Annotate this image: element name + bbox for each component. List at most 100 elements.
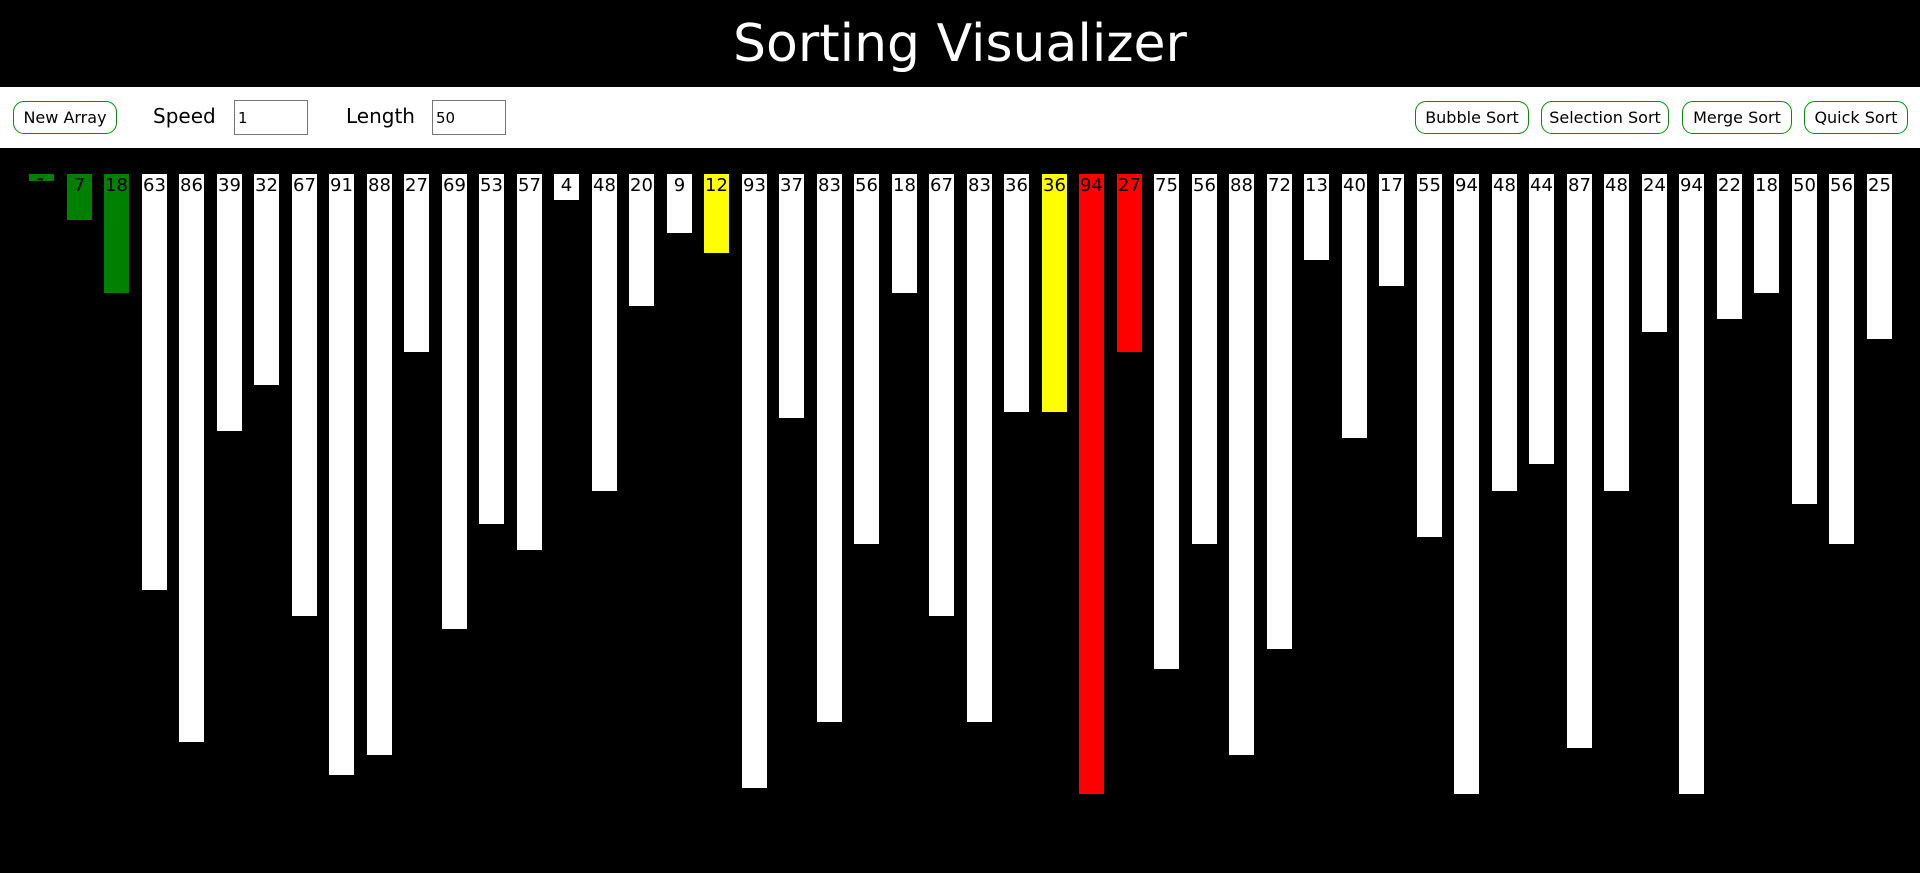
bar-value-label: 72 (1268, 175, 1291, 196)
bar-value-label: 94 (1455, 175, 1478, 196)
array-bar (854, 174, 879, 544)
array-bar (1267, 174, 1292, 649)
bar-value-label: 56 (855, 175, 878, 196)
bar-value-label: 22 (1718, 175, 1741, 196)
bar-value-label: 18 (1755, 175, 1778, 196)
bar-value-label: 32 (255, 175, 278, 196)
array-bar (667, 174, 692, 233)
array-bar (1529, 174, 1554, 464)
bar-value-label: 25 (1868, 175, 1891, 196)
bar-value-label: 48 (593, 175, 616, 196)
array-bar (929, 174, 954, 616)
bar-container: 1 7 18 63 86 39 32 67 91 88 27 69 53 57 4 48 20 9 12 93 37 83… (0, 148, 1920, 873)
array-bar (142, 174, 167, 590)
array-bar (1192, 174, 1217, 544)
bar-value-label: 88 (1230, 175, 1253, 196)
bar-value-label: 57 (518, 175, 541, 196)
bar-value-label: 20 (630, 175, 653, 196)
bar-value-label: 56 (1193, 175, 1216, 196)
array-bar (1754, 174, 1779, 293)
array-bar (1829, 174, 1854, 544)
bar-value-label: 17 (1380, 175, 1403, 196)
array-bar (1342, 174, 1367, 438)
bar-value-label: 67 (293, 175, 316, 196)
array-bar (1792, 174, 1817, 504)
array-bar (1604, 174, 1629, 491)
bar-value-label: 7 (73, 175, 86, 196)
bar-value-label: 53 (480, 175, 503, 196)
bar-value-label: 83 (818, 175, 841, 196)
bar-value-label: 36 (1043, 175, 1066, 196)
toolbar: New Array Speed Length Bubble Sort Selec… (0, 87, 1920, 148)
array-bar (592, 174, 617, 491)
array-bar (367, 174, 392, 755)
array-bar (779, 174, 804, 418)
bar-value-label: 13 (1305, 175, 1328, 196)
bar-value-label: 4 (560, 175, 573, 196)
array-bar (554, 174, 579, 200)
bar-value-label: 48 (1493, 175, 1516, 196)
bar-value-label: 87 (1568, 175, 1591, 196)
array-bar (1417, 174, 1442, 537)
bar-value-label: 9 (673, 175, 686, 196)
array-bar (1042, 174, 1067, 412)
bar-value-label: 56 (1830, 175, 1853, 196)
speed-label: Speed (153, 104, 216, 128)
bar-value-label: 40 (1343, 175, 1366, 196)
bar-value-label: 18 (105, 175, 128, 196)
array-bar (1004, 174, 1029, 412)
bar-value-label: 48 (1605, 175, 1628, 196)
bar-value-label: 27 (405, 175, 428, 196)
bar-value-label: 93 (743, 175, 766, 196)
bar-value-label: 55 (1418, 175, 1441, 196)
array-bar (1642, 174, 1667, 332)
bar-value-label: 69 (443, 175, 466, 196)
selection-sort-button[interactable]: Selection Sort (1541, 101, 1669, 134)
array-bar (1117, 174, 1142, 352)
array-bar (967, 174, 992, 722)
array-bar (67, 174, 92, 220)
array-bar (1154, 174, 1179, 669)
bar-value-label: 94 (1680, 175, 1703, 196)
bar-value-label: 88 (368, 175, 391, 196)
bar-value-label: 94 (1080, 175, 1103, 196)
array-bar (254, 174, 279, 385)
bubble-sort-button[interactable]: Bubble Sort (1415, 101, 1529, 134)
bar-value-label: 86 (180, 175, 203, 196)
array-bar (1229, 174, 1254, 755)
array-bar (1867, 174, 1892, 339)
array-bar (517, 174, 542, 550)
array-bar (704, 174, 729, 253)
array-bar (442, 174, 467, 629)
array-bar (1717, 174, 1742, 319)
length-label: Length (346, 104, 415, 128)
new-array-button[interactable]: New Array (13, 101, 117, 134)
array-bar (1304, 174, 1329, 260)
quick-sort-button[interactable]: Quick Sort (1804, 101, 1908, 134)
array-bar (104, 174, 129, 293)
array-bar (292, 174, 317, 616)
length-input[interactable] (432, 100, 506, 135)
array-bar (1379, 174, 1404, 286)
bar-value-label: 12 (705, 175, 728, 196)
bar-value-label: 75 (1155, 175, 1178, 196)
array-bar (1679, 174, 1704, 794)
bar-value-label: 50 (1793, 175, 1816, 196)
array-bar (629, 174, 654, 306)
bar-value-label: 44 (1530, 175, 1553, 196)
speed-input[interactable] (234, 100, 308, 135)
bar-value-label: 39 (218, 175, 241, 196)
array-bar (479, 174, 504, 524)
bar-value-label: 67 (930, 175, 953, 196)
array-bar (1492, 174, 1517, 491)
bar-value-label: 18 (893, 175, 916, 196)
array-bar (1454, 174, 1479, 794)
array-bar (1079, 174, 1104, 794)
bar-value-label: 27 (1118, 175, 1141, 196)
array-bar (217, 174, 242, 431)
array-bar (404, 174, 429, 352)
bar-value-label: 83 (968, 175, 991, 196)
bar-value-label: 36 (1005, 175, 1028, 196)
bar-value-label: 37 (780, 175, 803, 196)
merge-sort-button[interactable]: Merge Sort (1682, 101, 1792, 134)
